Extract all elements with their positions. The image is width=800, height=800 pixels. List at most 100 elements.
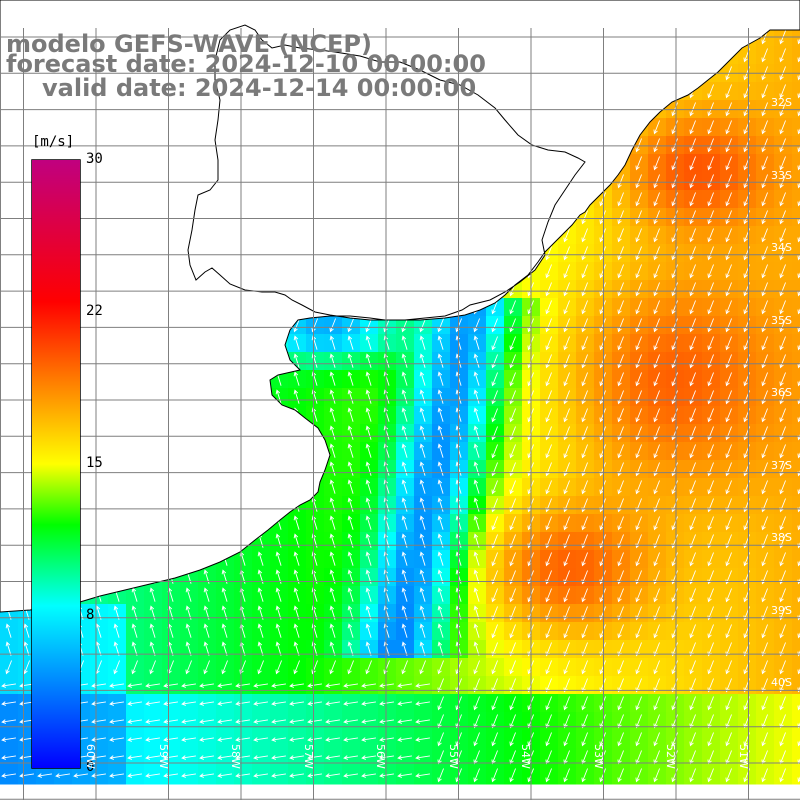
wind-cell bbox=[792, 676, 800, 695]
wind-arrow bbox=[689, 102, 696, 117]
wind-arrow bbox=[779, 696, 786, 711]
wind-arrow bbox=[145, 755, 160, 760]
wind-arrow bbox=[635, 336, 642, 351]
wind-arrow bbox=[545, 660, 552, 675]
wind-arrow bbox=[635, 480, 642, 495]
wind-arrow bbox=[545, 264, 552, 279]
wind-arrow bbox=[271, 701, 286, 706]
wind-arrow bbox=[761, 516, 768, 531]
wind-arrow bbox=[343, 701, 358, 706]
wind-arrow bbox=[689, 588, 696, 603]
wind-arrow bbox=[181, 719, 196, 724]
wind-arrow bbox=[365, 587, 372, 602]
wind-arrow bbox=[473, 318, 480, 333]
wind-arrow bbox=[725, 372, 732, 387]
wind-arrow bbox=[509, 714, 516, 729]
wind-arrow bbox=[779, 678, 786, 693]
wind-arrow bbox=[91, 755, 106, 760]
wind-arrow bbox=[109, 701, 124, 706]
wind-arrow bbox=[617, 732, 624, 747]
wind-arrow bbox=[181, 737, 196, 742]
wind-arrow bbox=[689, 318, 696, 333]
wind-arrow bbox=[275, 660, 282, 675]
wind-arrow bbox=[581, 444, 588, 459]
wind-arrow bbox=[401, 371, 408, 386]
wind-arrow bbox=[671, 372, 678, 387]
wind-arrow bbox=[343, 773, 358, 778]
wind-arrow bbox=[91, 701, 106, 706]
wind-arrow bbox=[163, 719, 178, 724]
lat-label: 39S bbox=[771, 603, 792, 617]
wind-arrow bbox=[361, 737, 376, 742]
wind-arrow bbox=[671, 624, 678, 639]
wind-arrow bbox=[617, 210, 624, 225]
wind-arrow bbox=[707, 552, 714, 567]
wind-arrow bbox=[253, 719, 268, 724]
wind-arrow bbox=[347, 318, 354, 333]
wind-arrow bbox=[491, 624, 498, 639]
wind-arrow bbox=[653, 120, 660, 135]
lat-label: 37S bbox=[771, 458, 792, 472]
wind-cell bbox=[792, 658, 800, 677]
wind-cell bbox=[792, 712, 800, 731]
wind-arrow bbox=[379, 683, 394, 688]
wind-arrow bbox=[473, 696, 480, 711]
wind-arrow bbox=[707, 264, 714, 279]
wind-arrow bbox=[271, 719, 286, 724]
wind-arrow bbox=[1, 755, 16, 760]
wind-arrow bbox=[361, 683, 376, 688]
wind-arrow bbox=[725, 264, 732, 279]
wind-arrow bbox=[329, 335, 336, 350]
wind-arrow bbox=[545, 336, 552, 351]
wind-arrow bbox=[509, 696, 516, 711]
model-title: modelo GEFS-WAVE (NCEP) bbox=[6, 30, 372, 58]
wind-arrow bbox=[761, 336, 768, 351]
wind-arrow bbox=[797, 650, 800, 657]
wind-arrow bbox=[689, 264, 696, 279]
wind-arrow bbox=[361, 719, 376, 724]
wind-arrow bbox=[581, 336, 588, 351]
wind-arrow bbox=[581, 300, 588, 315]
wind-arrow bbox=[563, 354, 570, 369]
wind-arrow bbox=[217, 701, 232, 706]
wind-arrow bbox=[401, 335, 408, 350]
wind-arrow bbox=[563, 768, 570, 783]
wind-arrow bbox=[289, 755, 304, 760]
wind-arrow bbox=[671, 516, 678, 531]
wind-arrow bbox=[671, 732, 678, 747]
wind-arrow bbox=[491, 480, 498, 495]
wind-arrow bbox=[131, 641, 138, 656]
wind-arrow bbox=[707, 174, 714, 189]
wind-arrow bbox=[365, 407, 372, 422]
wind-arrow bbox=[779, 516, 786, 531]
wind-arrow bbox=[707, 408, 714, 423]
wind-arrow bbox=[293, 389, 300, 404]
wind-arrow bbox=[617, 588, 624, 603]
wind-arrow bbox=[797, 146, 800, 153]
wind-arrow bbox=[797, 452, 800, 459]
wind-arrow bbox=[635, 696, 642, 711]
wind-arrow bbox=[689, 120, 696, 135]
wind-arrow bbox=[419, 515, 426, 530]
wind-arrow bbox=[491, 750, 498, 765]
wind-arrow bbox=[671, 660, 678, 675]
wind-arrow bbox=[725, 228, 732, 243]
wind-arrow bbox=[707, 120, 714, 135]
wind-arrow bbox=[581, 426, 588, 441]
wind-arrow bbox=[419, 479, 426, 494]
wind-arrow bbox=[617, 354, 624, 369]
wind-arrow bbox=[563, 516, 570, 531]
wind-arrow bbox=[379, 719, 394, 724]
wind-arrow bbox=[491, 426, 498, 441]
wind-arrow bbox=[257, 623, 264, 638]
wind-cell bbox=[792, 406, 800, 425]
wind-arrow bbox=[635, 174, 642, 189]
wind-arrow bbox=[581, 354, 588, 369]
wind-arrow bbox=[217, 719, 232, 724]
wind-arrow bbox=[653, 282, 660, 297]
wind-arrow bbox=[347, 335, 354, 350]
wind-arrow bbox=[797, 290, 800, 297]
wind-arrow bbox=[635, 750, 642, 765]
wind-arrow bbox=[617, 336, 624, 351]
wind-arrow bbox=[635, 210, 642, 225]
